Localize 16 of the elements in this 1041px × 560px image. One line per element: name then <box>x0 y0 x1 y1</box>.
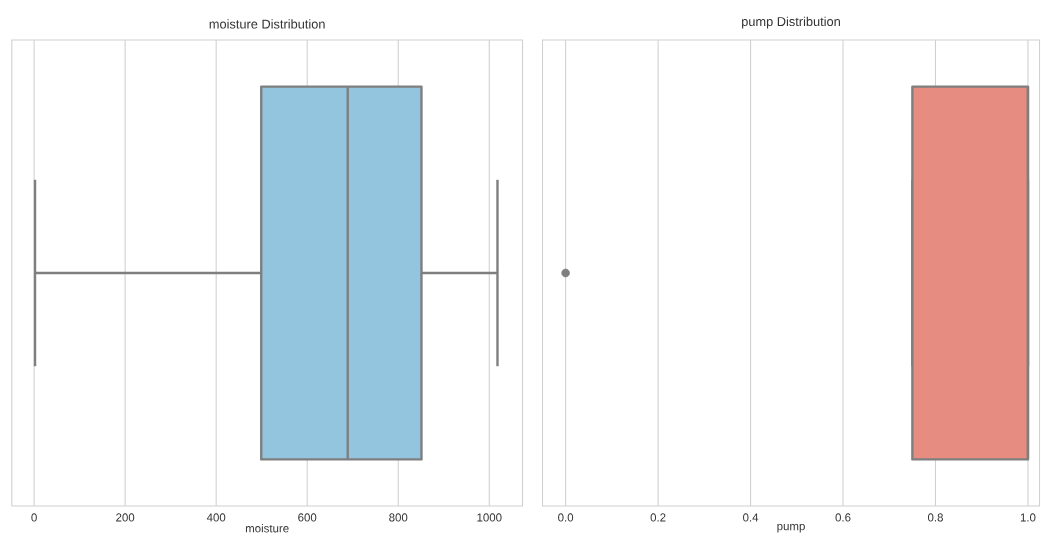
x-axis-title: moisture <box>245 523 289 533</box>
x-axis-title: pump <box>777 523 805 533</box>
x-tick-label: 600 <box>298 513 317 522</box>
x-tick-label: 0 <box>31 513 37 522</box>
x-tick-label: 800 <box>389 513 408 522</box>
x-tick-label: 200 <box>116 513 135 522</box>
chart-title: moisture Distribution <box>209 19 325 29</box>
x-tick-label: 1.0 <box>1020 513 1036 522</box>
x-tick-label: 0.0 <box>558 513 574 522</box>
x-tick-label: 0.8 <box>927 513 943 522</box>
x-tick-label: 1000 <box>477 513 502 522</box>
x-tick-label: 400 <box>206 513 226 522</box>
chart-title: pump Distribution <box>742 16 840 29</box>
x-tick-label: 0.2 <box>650 513 666 522</box>
x-tick-label: 0.4 <box>743 513 759 522</box>
x-tick-label: 0.6 <box>835 513 851 522</box>
